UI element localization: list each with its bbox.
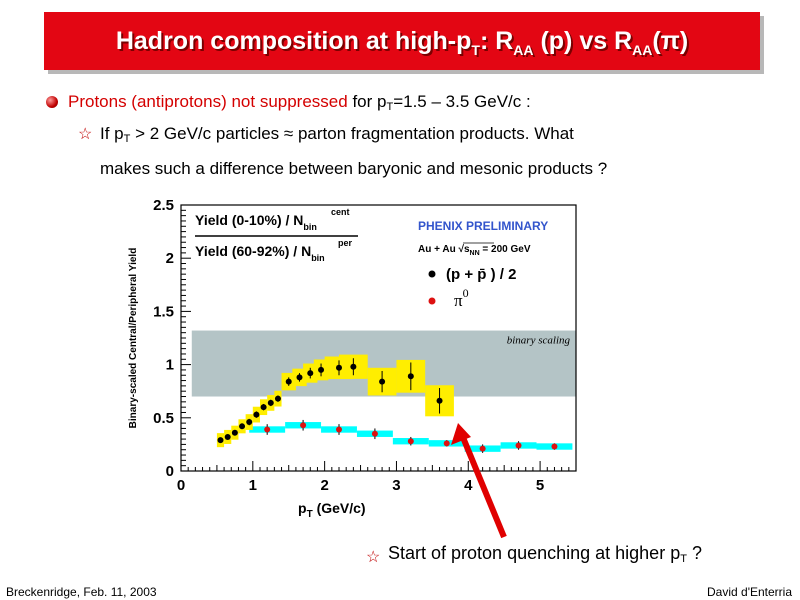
x-axis-label-unit: (GeV/c) [313,500,366,516]
x-tick-label: 0 [177,477,185,494]
title-part: Hadron composition at high-p [115,27,472,55]
slide-title: Hadron composition at high-pT: RAA (p) v… [44,12,760,70]
proton-marker [436,397,443,404]
pion-marker [336,426,342,433]
sub-bullet-sub: T [123,133,131,145]
y-tick-label: 2.5 [153,197,174,214]
y-tick-label: 0.5 [153,410,174,427]
legend-proton-label: (p + p̄ ) / 2 [446,266,516,283]
proton-marker [296,374,303,381]
band-label: binary scaling [507,335,571,347]
ratio-num-text: Yield (0-10%) / N [195,212,303,228]
note-text: Start of proton quenching at higher p [388,543,681,563]
pion-marker [371,430,378,437]
title-sub: AA [513,42,534,58]
note-text: ? [686,543,702,563]
proton-marker [285,378,292,385]
title-part: : R [479,27,514,55]
pion-marker [264,426,271,433]
x-axis-label: pT (GeV/c) [298,500,366,520]
legend-proton-marker [428,270,436,278]
arrow-shaft [459,433,507,539]
proton-marker [350,363,357,370]
sub-bullet: If pT > 2 GeV/c particles ≈ parton fragm… [100,119,760,183]
y-tick-label: 2 [166,250,174,267]
proton-marker [260,404,267,411]
ratio-num-sub: bin [303,222,317,232]
ratio-num-sup: cent [331,207,350,217]
legend-title: PHENIX PRELIMINARY [418,219,548,233]
bullet-sub: T [386,101,394,113]
title-part: (p) vs R [533,27,633,55]
footer-author: David d'Enterria [707,585,792,599]
pion-marker [551,443,558,450]
legend-system-sub: NN [470,250,480,257]
legend-pion-symbol: π [454,291,463,310]
bullet-ball-icon [46,96,58,108]
proton-marker [231,429,238,436]
pion-marker [479,445,486,452]
legend-pion-sup: 0 [463,286,469,300]
proton-marker [217,437,224,444]
sub-bullet-text: If p [100,124,124,143]
x-tick-label: 2 [320,477,328,494]
ratio-den-text: Yield (60-92%) / N [195,243,311,259]
x-tick-label: 4 [464,477,473,494]
arrow-head [451,423,471,445]
bullet-highlight: Protons (antiprotons) not suppressed [68,92,348,111]
ratio-numerator: Yield (0-10%) / Nbin [195,212,317,232]
title-sub: AA [632,42,653,58]
footer-event: Breckenridge, Feb. 11, 2003 [6,585,157,599]
proton-marker [274,395,281,402]
star-bullet-icon: ☆ [366,549,381,566]
star-bullet-icon: ☆ [78,126,93,143]
legend-system-c: = 200 GeV [480,244,531,255]
x-tick-label: 3 [392,477,400,494]
x-axis-label-main: p [298,500,307,516]
x-tick-label: 1 [249,477,257,494]
y-tick-label: 1.5 [153,303,174,320]
y-tick-label: 1 [166,357,174,374]
ratio-den-sup: per [338,238,353,248]
legend-pion-label: π0 [454,286,469,310]
y-tick-label: 0 [166,463,174,480]
x-tick-label: 5 [536,477,544,494]
legend-system: Au + Au √sNN = 200 GeV [418,244,531,257]
ratio-denominator: Yield (60-92%) / Nbin [195,243,325,263]
proton-marker [307,370,314,377]
y-axis-label: Binary-scaled Central/Peripheral Yield [128,248,139,429]
proton-marker [246,419,253,426]
proton-marker [318,366,325,373]
title-banner: Hadron composition at high-pT: RAA (p) v… [44,12,760,70]
pion-marker [515,442,522,449]
title-part: (π) [652,27,689,55]
legend-system-a: Au + Au [418,244,458,255]
proton-marker [336,364,342,371]
proton-marker [224,433,231,440]
title-sub: T [471,42,480,58]
pion-marker [407,438,414,445]
proton-marker [267,399,274,406]
quenching-arrow [451,423,507,539]
proton-marker [407,373,414,380]
ratio-den-sub: bin [311,253,325,263]
sub-bullet-text: makes such a difference between baryonic… [100,159,608,178]
legend-system-b: √s [458,244,469,255]
proton-marker [239,423,246,430]
x-axis-label-sub: T [307,509,313,520]
legend-pion-marker [428,297,436,305]
note-sub: T [680,553,687,565]
raa-chart: binary scaling 0 1 2 3 4 5 0 0.5 1 1.5 2 2.5 pT (GeV/… [128,197,577,520]
proton-marker [253,411,260,418]
bullet-text: =1.5 – 3.5 GeV/c : [393,92,531,111]
main-bullet: Protons (antiprotons) not suppressed for… [68,92,531,113]
conclusion-note: Start of proton quenching at higher pT ? [388,543,702,565]
proton-marker [379,378,386,385]
pion-marker [300,422,307,429]
bullet-text: for p [347,92,387,111]
sub-bullet-text: > 2 GeV/c particles ≈ parton fragmentati… [130,124,574,143]
pion-marker [443,440,450,447]
